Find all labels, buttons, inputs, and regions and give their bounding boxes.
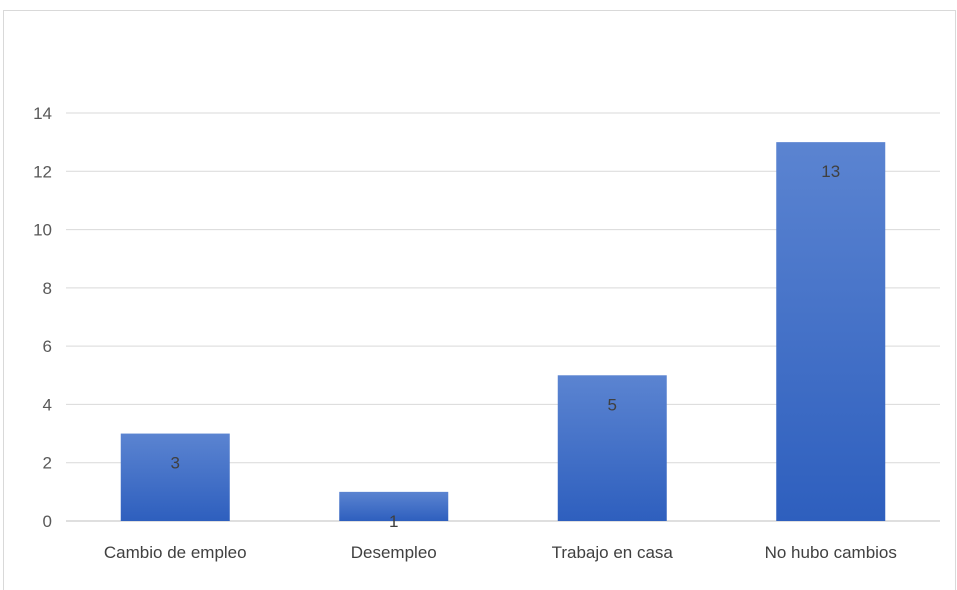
y-axis-tick-labels: 0 2 4 6 8 10 12 14 bbox=[33, 104, 52, 531]
bar-chart: 0 2 4 6 8 10 12 14 3 1 5 13 Cambio de empleo Desemp… bbox=[33, 104, 940, 562]
x-axis-category-labels: Cambio de empleo Desempleo Trabajo en casa… bbox=[104, 543, 897, 562]
y-tick-label: 8 bbox=[43, 279, 52, 298]
chart-area bbox=[3, 10, 956, 590]
data-label: 1 bbox=[389, 512, 398, 531]
y-tick-label: 10 bbox=[33, 221, 52, 240]
category-label: Trabajo en casa bbox=[552, 543, 674, 562]
category-label: Desempleo bbox=[351, 543, 437, 562]
y-tick-label: 14 bbox=[33, 104, 52, 123]
data-label: 13 bbox=[821, 162, 840, 181]
data-labels: 3 1 5 13 bbox=[171, 162, 841, 531]
category-label: Cambio de empleo bbox=[104, 543, 247, 562]
bar bbox=[776, 142, 886, 521]
data-label: 5 bbox=[608, 395, 617, 414]
bar bbox=[557, 375, 667, 521]
bars bbox=[120, 142, 886, 521]
data-label: 3 bbox=[171, 454, 180, 473]
category-label: No hubo cambios bbox=[765, 543, 897, 562]
y-tick-label: 4 bbox=[43, 395, 52, 414]
y-tick-label: 12 bbox=[33, 162, 52, 181]
y-tick-label: 6 bbox=[43, 337, 52, 356]
bar bbox=[339, 491, 449, 521]
y-tick-label: 2 bbox=[43, 454, 52, 473]
bar bbox=[120, 433, 230, 521]
y-tick-label: 0 bbox=[43, 512, 52, 531]
